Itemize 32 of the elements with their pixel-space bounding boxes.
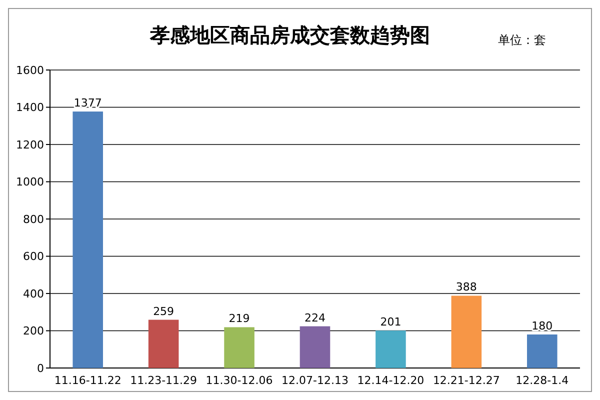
y-tick-label: 800 xyxy=(23,212,44,226)
y-tick-label: 1000 xyxy=(16,176,44,189)
x-tick-label: 12.21-12.27 xyxy=(432,374,500,387)
y-tick-label: 1200 xyxy=(16,138,44,152)
bar xyxy=(148,320,179,368)
x-tick-label: 11.23-11.29 xyxy=(130,374,198,387)
chart-title: 孝感地区商品房成交套数趋势图 xyxy=(149,23,430,47)
bar xyxy=(224,327,254,368)
data-label: 201 xyxy=(380,316,402,329)
y-tick-label: 200 xyxy=(23,324,44,338)
x-tick-label: 11.30-12.06 xyxy=(206,374,273,387)
bar xyxy=(300,326,330,368)
bar xyxy=(376,330,406,368)
y-tick-label: 600 xyxy=(23,250,44,264)
y-tick-label: 1600 xyxy=(16,64,44,77)
bar xyxy=(72,112,103,368)
data-label: 388 xyxy=(456,280,477,294)
bar xyxy=(451,296,482,368)
bar xyxy=(527,334,558,368)
x-tick-label: 11.16-11.22 xyxy=(54,374,122,387)
y-tick-label: 0 xyxy=(37,362,44,375)
data-label: 1377 xyxy=(74,96,102,110)
x-tick-label: 12.28-1.4 xyxy=(516,374,569,387)
data-label: 259 xyxy=(153,304,174,318)
data-label: 224 xyxy=(304,311,326,324)
x-tick-label: 12.14-12.20 xyxy=(357,374,424,387)
y-tick-label: 1400 xyxy=(16,101,44,114)
data-label: 180 xyxy=(532,319,553,332)
data-label: 219 xyxy=(228,312,250,326)
text: 单位：套 xyxy=(498,33,546,47)
x-tick-label: 12.07-12.13 xyxy=(282,374,348,387)
y-tick-label: 400 xyxy=(23,287,44,300)
